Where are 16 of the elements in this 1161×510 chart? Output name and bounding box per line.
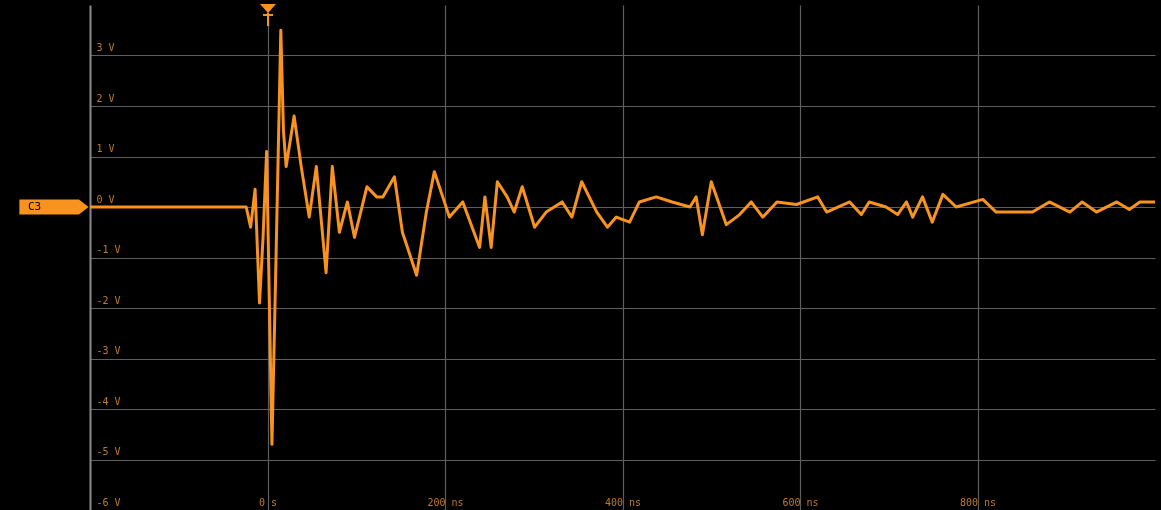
x-tick-label: 800 ns xyxy=(959,496,997,508)
x-tick-label: 200 ns xyxy=(427,496,464,508)
y-tick-label: -4 V xyxy=(96,395,121,407)
y-tick-label: 2 V xyxy=(96,92,115,104)
x-tick-label: 400 ns xyxy=(604,496,642,508)
x-tick-label: 0 s xyxy=(258,496,278,508)
y-tick-label: -5 V xyxy=(96,446,121,457)
y-tick-label: -3 V xyxy=(96,345,121,356)
y-tick-label: -1 V xyxy=(96,244,121,255)
y-tick-label: -2 V xyxy=(96,294,121,306)
x-tick-label: 600 ns xyxy=(782,496,819,508)
y-tick-label: -6 V xyxy=(96,496,121,508)
y-tick-label: 1 V xyxy=(96,143,115,154)
y-tick-label: 0 V xyxy=(96,193,115,205)
text: C3 xyxy=(28,200,42,213)
y-tick-label: 3 V xyxy=(96,42,115,53)
